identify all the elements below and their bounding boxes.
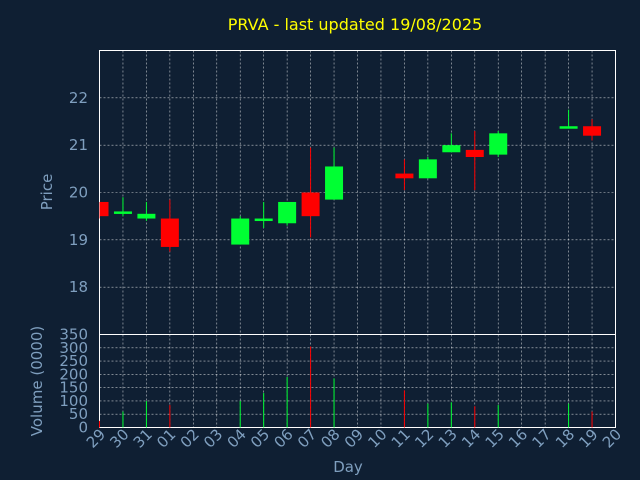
x-tick-label: 11 <box>388 425 414 451</box>
volume-tick-label: 300 <box>59 339 88 357</box>
volume-plot-frame <box>99 334 616 428</box>
x-tick-label: 01 <box>153 425 179 451</box>
x-tick-label: 19 <box>575 425 601 451</box>
candle-body <box>395 173 414 179</box>
x-tick-label: 02 <box>177 425 203 451</box>
volume-tick-label: 150 <box>59 379 88 397</box>
candle-body <box>301 192 320 217</box>
candle-body <box>137 213 156 219</box>
x-tick-label: 06 <box>270 425 296 451</box>
x-tick-label: 04 <box>224 425 250 451</box>
x-tick-label: 09 <box>341 425 367 451</box>
volume-axis-label: Volume (0000) <box>28 326 46 436</box>
volume-tick-label: 250 <box>59 352 88 370</box>
candle-body <box>99 201 109 217</box>
candle-body <box>113 211 132 214</box>
price-tick-label: 20 <box>69 184 88 202</box>
candle-body <box>231 218 250 245</box>
candle-body <box>559 126 578 129</box>
chart-title: PRVA - last updated 19/08/2025 <box>228 15 482 34</box>
x-tick-label: 05 <box>247 425 273 451</box>
x-tick-label: 30 <box>106 425 132 451</box>
x-tick-label: 31 <box>130 425 156 451</box>
x-axis: 2930310102030405060708091011121314151617… <box>83 425 625 451</box>
x-tick-label: 08 <box>317 425 343 451</box>
x-tick-label: 12 <box>411 425 437 451</box>
x-tick-label: 10 <box>364 425 390 451</box>
volume-tick-label: 0 <box>78 419 88 437</box>
x-tick-label: 03 <box>200 425 226 451</box>
x-tick-label: 14 <box>458 425 484 451</box>
x-tick-label: 20 <box>599 425 625 451</box>
candle-body <box>325 166 344 200</box>
price-tick-label: 19 <box>69 231 88 249</box>
candle-body <box>583 126 602 136</box>
volume-tick-label: 50 <box>69 405 88 423</box>
candle-body <box>418 159 437 179</box>
volume-tick-label: 350 <box>59 326 88 344</box>
price-axis-label: Price <box>38 174 56 211</box>
volume-tick-label: 100 <box>59 392 88 410</box>
candle-body <box>278 201 297 224</box>
candle-body <box>489 133 508 155</box>
x-tick-label: 13 <box>435 425 461 451</box>
price-tick-label: 21 <box>69 136 88 154</box>
candles-group <box>99 109 602 252</box>
x-tick-label: 17 <box>528 425 554 451</box>
candle-body <box>465 149 484 157</box>
volume-tick-label: 200 <box>59 365 88 383</box>
x-tick-label: 07 <box>294 425 320 451</box>
price-panel: 18 19 20 21 22 <box>69 50 616 335</box>
price-tick-label: 22 <box>69 89 88 107</box>
candle-body <box>254 218 273 222</box>
candle-body <box>160 218 179 247</box>
x-tick-label: 18 <box>552 425 578 451</box>
x-axis-label: Day <box>333 458 363 476</box>
price-tick-label: 18 <box>69 278 88 296</box>
x-tick-label: 15 <box>482 425 508 451</box>
candle-body <box>442 145 461 153</box>
x-tick-label: 16 <box>505 425 531 451</box>
